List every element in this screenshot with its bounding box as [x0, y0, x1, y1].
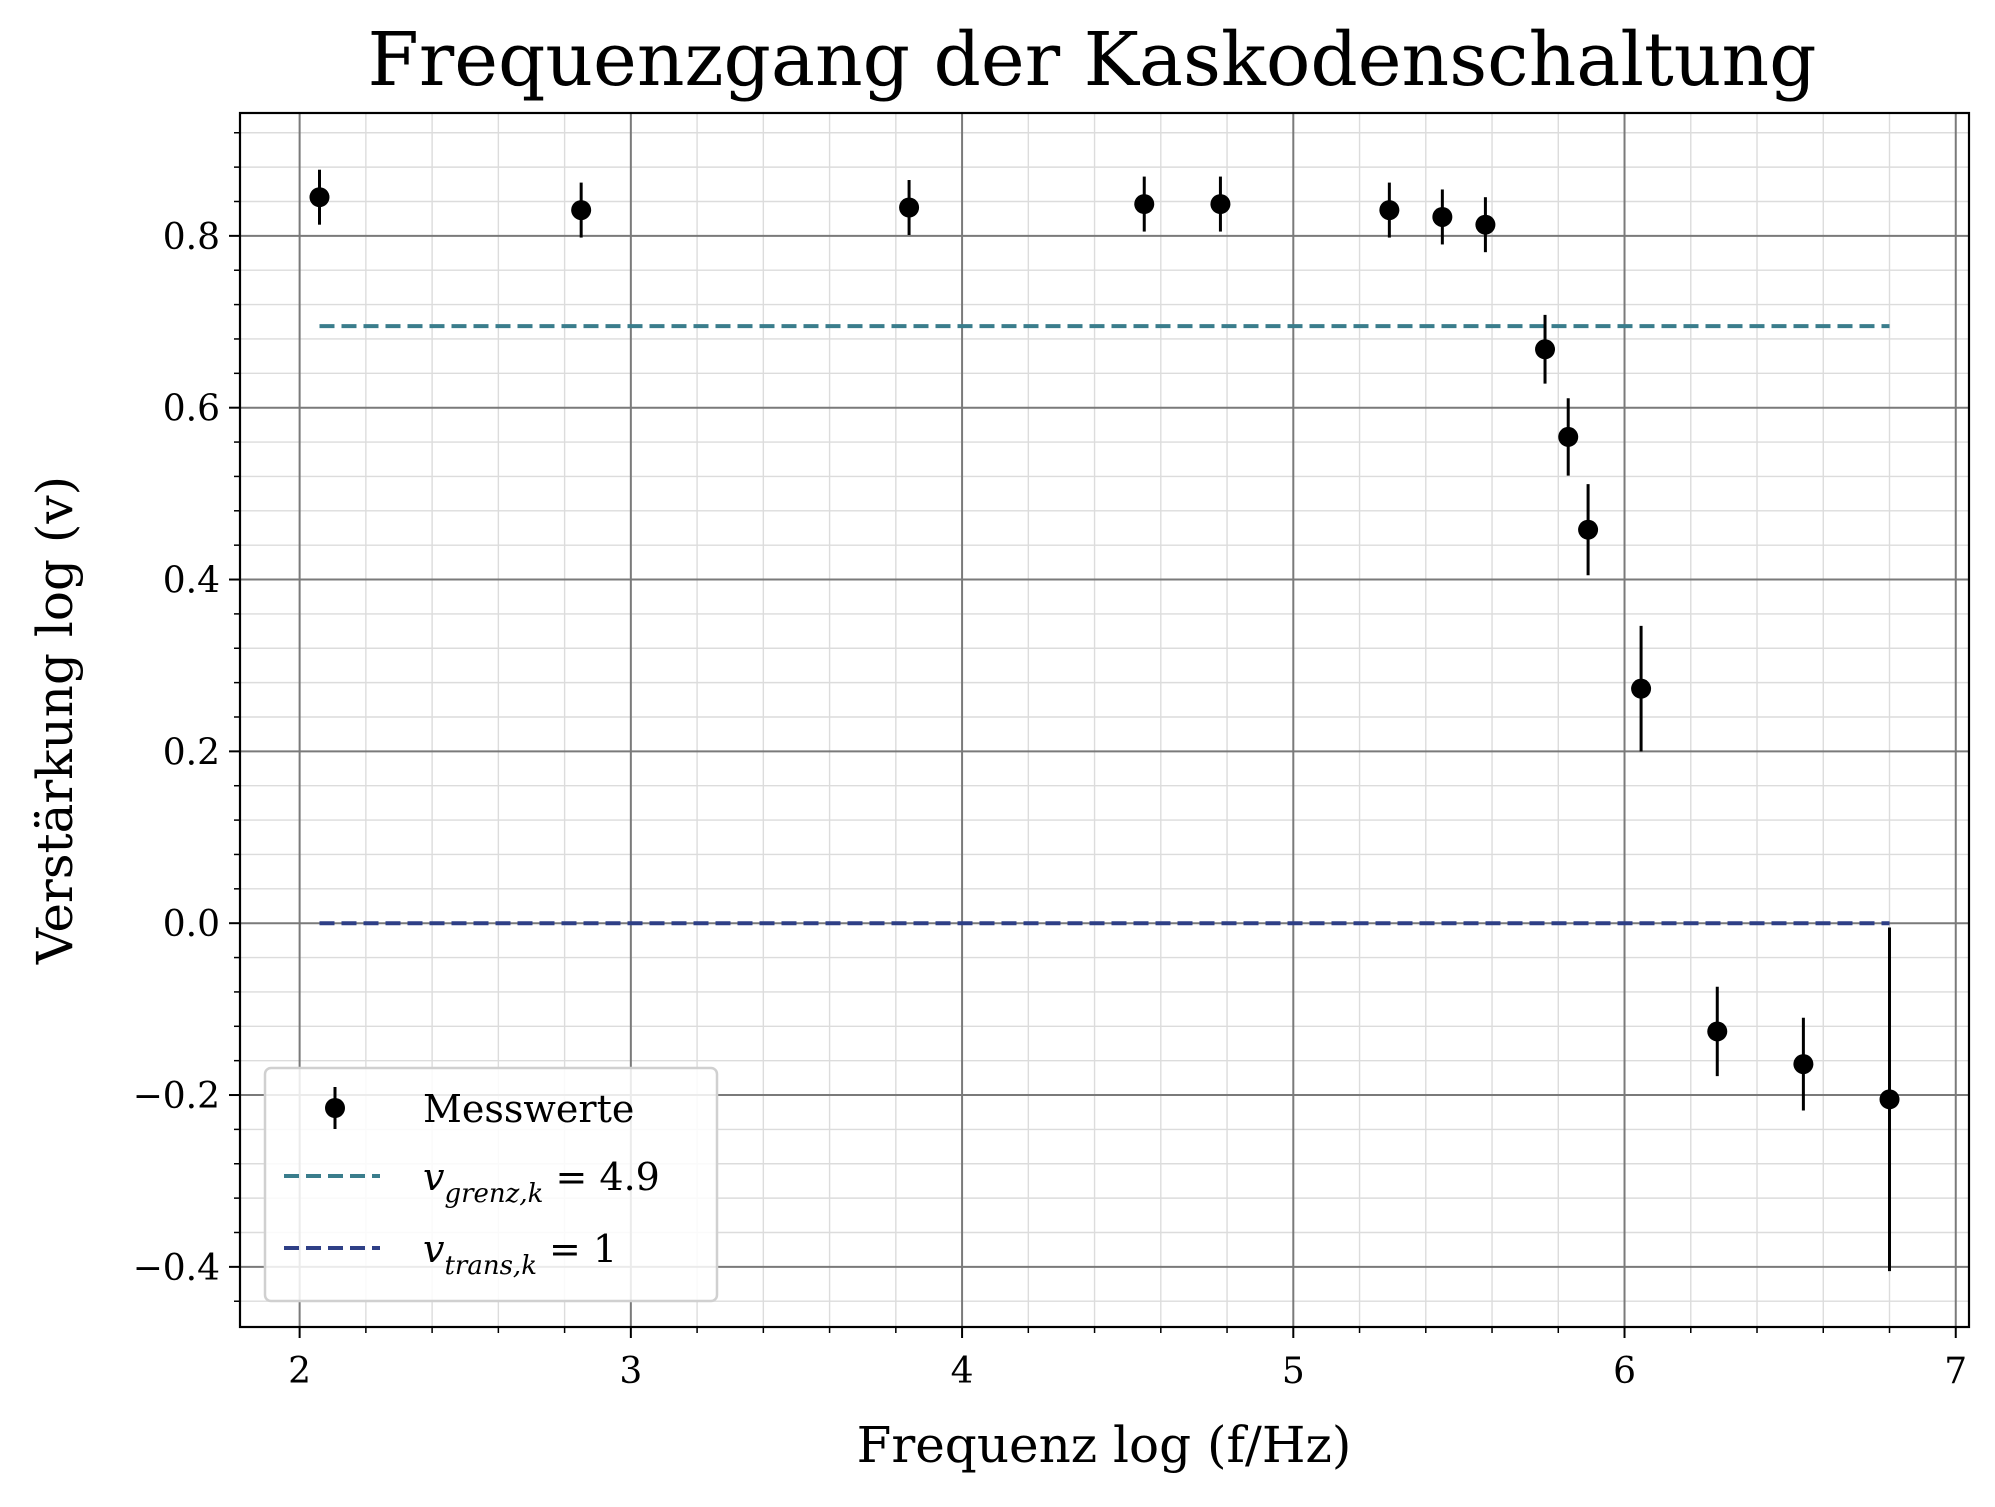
data-point	[1210, 194, 1231, 215]
x-axis-ticks: 2 3 4 5 6 7	[288, 1327, 1967, 1392]
legend-label-grenz: vgrenz,k = 4.9	[423, 1155, 660, 1209]
data-point	[1707, 1021, 1728, 1042]
data-point	[571, 200, 592, 221]
data-point	[899, 197, 920, 218]
y-tick-label: −0.2	[133, 1076, 220, 1117]
y-tick-label: 0.0	[163, 904, 220, 945]
legend-box	[263, 1066, 719, 1303]
data-point	[1379, 200, 1400, 221]
data-point	[1631, 678, 1652, 699]
x-tick-label: 3	[619, 1351, 642, 1392]
data-point	[1134, 194, 1155, 215]
data-point	[1475, 214, 1496, 235]
y-tick-label: 0.4	[163, 561, 220, 602]
x-tick-label: 5	[1282, 1351, 1305, 1392]
y-tick-label: −0.4	[133, 1248, 220, 1289]
data-point	[1879, 1089, 1900, 1110]
x-tick-label: 7	[1944, 1351, 1967, 1392]
x-tick-label: 4	[951, 1351, 974, 1392]
legend-label-messwerte: Messwerte	[423, 1087, 634, 1131]
reference-lines	[319, 324, 1890, 926]
minor-grid	[240, 113, 1969, 1327]
y-axis-label: Verstärkung log (v)	[26, 476, 84, 965]
y-tick-label: 0.2	[163, 732, 220, 773]
chart-title: Frequenzgang der Kaskodenschaltung	[368, 17, 1817, 103]
data-point	[1432, 206, 1453, 227]
data-points	[309, 169, 1900, 1272]
data-point	[1535, 339, 1556, 360]
plot-frame	[238, 111, 1971, 1329]
data-point	[309, 187, 330, 208]
legend-point-marker	[325, 1098, 345, 1118]
legend: Messwerte vgrenz,k = 4.9 vtrans,k = 1	[263, 1066, 719, 1303]
data-point	[1793, 1054, 1814, 1075]
data-point	[1578, 519, 1599, 540]
x-axis-label: Frequenz log (f/Hz)	[857, 1416, 1352, 1474]
x-tick-label: 6	[1613, 1351, 1636, 1392]
legend-label-trans: vtrans,k = 1	[423, 1227, 617, 1281]
y-tick-label: 0.6	[163, 389, 220, 430]
y-axis-ticks: −0.4 −0.2 0.0 0.2 0.4 0.6 0.8	[133, 132, 240, 1302]
data-point	[1558, 426, 1579, 447]
y-tick-label: 0.8	[163, 217, 220, 258]
x-tick-label: 2	[288, 1351, 311, 1392]
